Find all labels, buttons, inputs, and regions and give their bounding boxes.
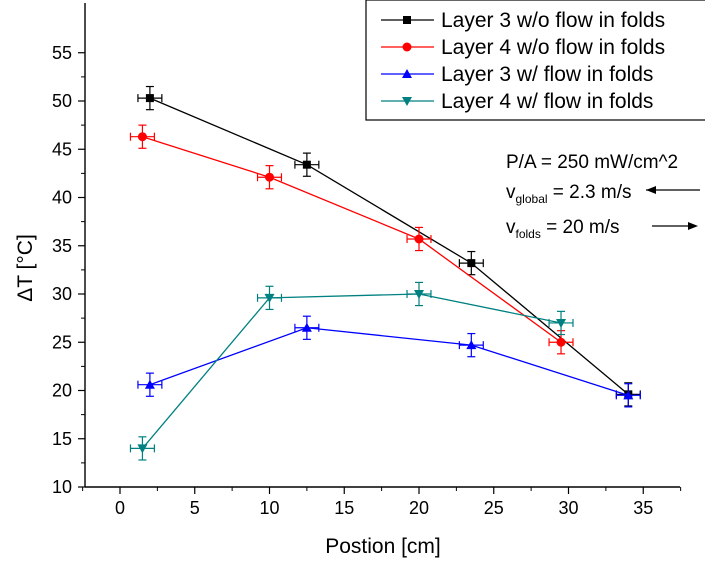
x-tick-label: 10 bbox=[259, 498, 279, 518]
series-4 bbox=[129, 281, 574, 461]
legend-marker bbox=[402, 42, 412, 52]
legend-entry-4: Layer 4 w/ flow in folds bbox=[381, 90, 653, 113]
v-global-text: vglobal = 2.3 m/s bbox=[506, 182, 631, 206]
series-line bbox=[149, 97, 629, 395]
power-density-text: P/A = 250 mW/cm^2 bbox=[506, 152, 678, 173]
x-tick-label: 5 bbox=[190, 498, 200, 518]
v-folds-symbol: v bbox=[506, 217, 516, 238]
y-tick-label: 50 bbox=[52, 91, 72, 111]
v-global-value: = 2.3 m/s bbox=[548, 182, 632, 203]
series-marks bbox=[129, 85, 641, 461]
legend-label: Layer 4 w/ flow in folds bbox=[441, 90, 653, 113]
data-point bbox=[265, 172, 274, 182]
data-point bbox=[414, 290, 424, 299]
legend-marker bbox=[403, 16, 411, 24]
y-tick-label: 35 bbox=[52, 236, 72, 256]
series-3 bbox=[137, 315, 641, 408]
data-point bbox=[144, 379, 155, 389]
y-tick-label: 20 bbox=[52, 381, 72, 401]
y-tick-label: 30 bbox=[52, 284, 72, 304]
legend-entry-2: Layer 4 w/o flow in folds bbox=[381, 36, 665, 59]
y-tick-label: 25 bbox=[52, 332, 72, 352]
y-tick-label: 55 bbox=[52, 43, 72, 63]
legend-entry-1: Layer 3 w/o flow in folds bbox=[381, 9, 665, 32]
x-tick-label: 30 bbox=[558, 498, 578, 518]
data-point bbox=[137, 132, 147, 142]
y-tick-label: 40 bbox=[52, 188, 72, 208]
x-tick-label: 35 bbox=[633, 498, 653, 518]
legend-entry-3: Layer 3 w/ flow in folds bbox=[381, 63, 653, 86]
y-tick-label: 10 bbox=[52, 477, 72, 497]
legend-marker bbox=[402, 97, 412, 106]
axes: 0 5 10 15 20 25 30 35 10 15 20 25 30 35 40 45 50 55 bbox=[52, 3, 682, 518]
data-point bbox=[145, 94, 154, 103]
data-point bbox=[556, 337, 566, 347]
data-point bbox=[466, 340, 477, 350]
series-line bbox=[141, 293, 562, 449]
x-tick-label: 0 bbox=[115, 498, 125, 518]
legend-marker bbox=[402, 69, 412, 78]
data-point bbox=[137, 444, 148, 454]
legend-label: Layer 3 w/ flow in folds bbox=[441, 63, 653, 86]
data-point bbox=[302, 160, 311, 169]
legend: Layer 3 w/o flow in folds Layer 4 w/o flo… bbox=[365, 0, 705, 121]
series-2 bbox=[129, 124, 574, 355]
x-tick-label: 20 bbox=[409, 498, 429, 518]
data-point bbox=[414, 234, 424, 244]
legend-label: Layer 4 w/o flow in folds bbox=[441, 36, 665, 59]
v-global-subscript: global bbox=[516, 192, 548, 206]
x-tick-label: 25 bbox=[484, 498, 504, 518]
data-point bbox=[556, 318, 567, 328]
y-axis-title: ΔT [°C] bbox=[14, 234, 37, 302]
series-line bbox=[142, 136, 562, 343]
v-folds-arrow-icon bbox=[688, 222, 698, 230]
y-tick-label: 15 bbox=[52, 429, 72, 449]
series-line bbox=[149, 327, 629, 396]
data-point bbox=[301, 322, 312, 332]
data-point bbox=[467, 259, 476, 268]
data-point bbox=[623, 390, 634, 400]
series-1 bbox=[137, 85, 641, 407]
x-tick-label: 15 bbox=[334, 498, 354, 518]
annotation-box: P/A = 250 mW/cm^2 vglobal = 2.3 m/s vfol… bbox=[506, 152, 700, 241]
y-tick-label: 45 bbox=[52, 139, 72, 159]
v-folds-text: vfolds = 20 m/s bbox=[506, 217, 620, 241]
data-point bbox=[264, 293, 275, 303]
v-global-symbol: v bbox=[506, 182, 516, 203]
legend-label: Layer 3 w/o flow in folds bbox=[441, 9, 665, 32]
x-axis-title: Postion [cm] bbox=[325, 535, 441, 558]
v-global-arrow-icon bbox=[646, 186, 656, 194]
v-folds-subscript: folds bbox=[516, 227, 541, 241]
v-folds-value: = 20 m/s bbox=[541, 217, 620, 238]
